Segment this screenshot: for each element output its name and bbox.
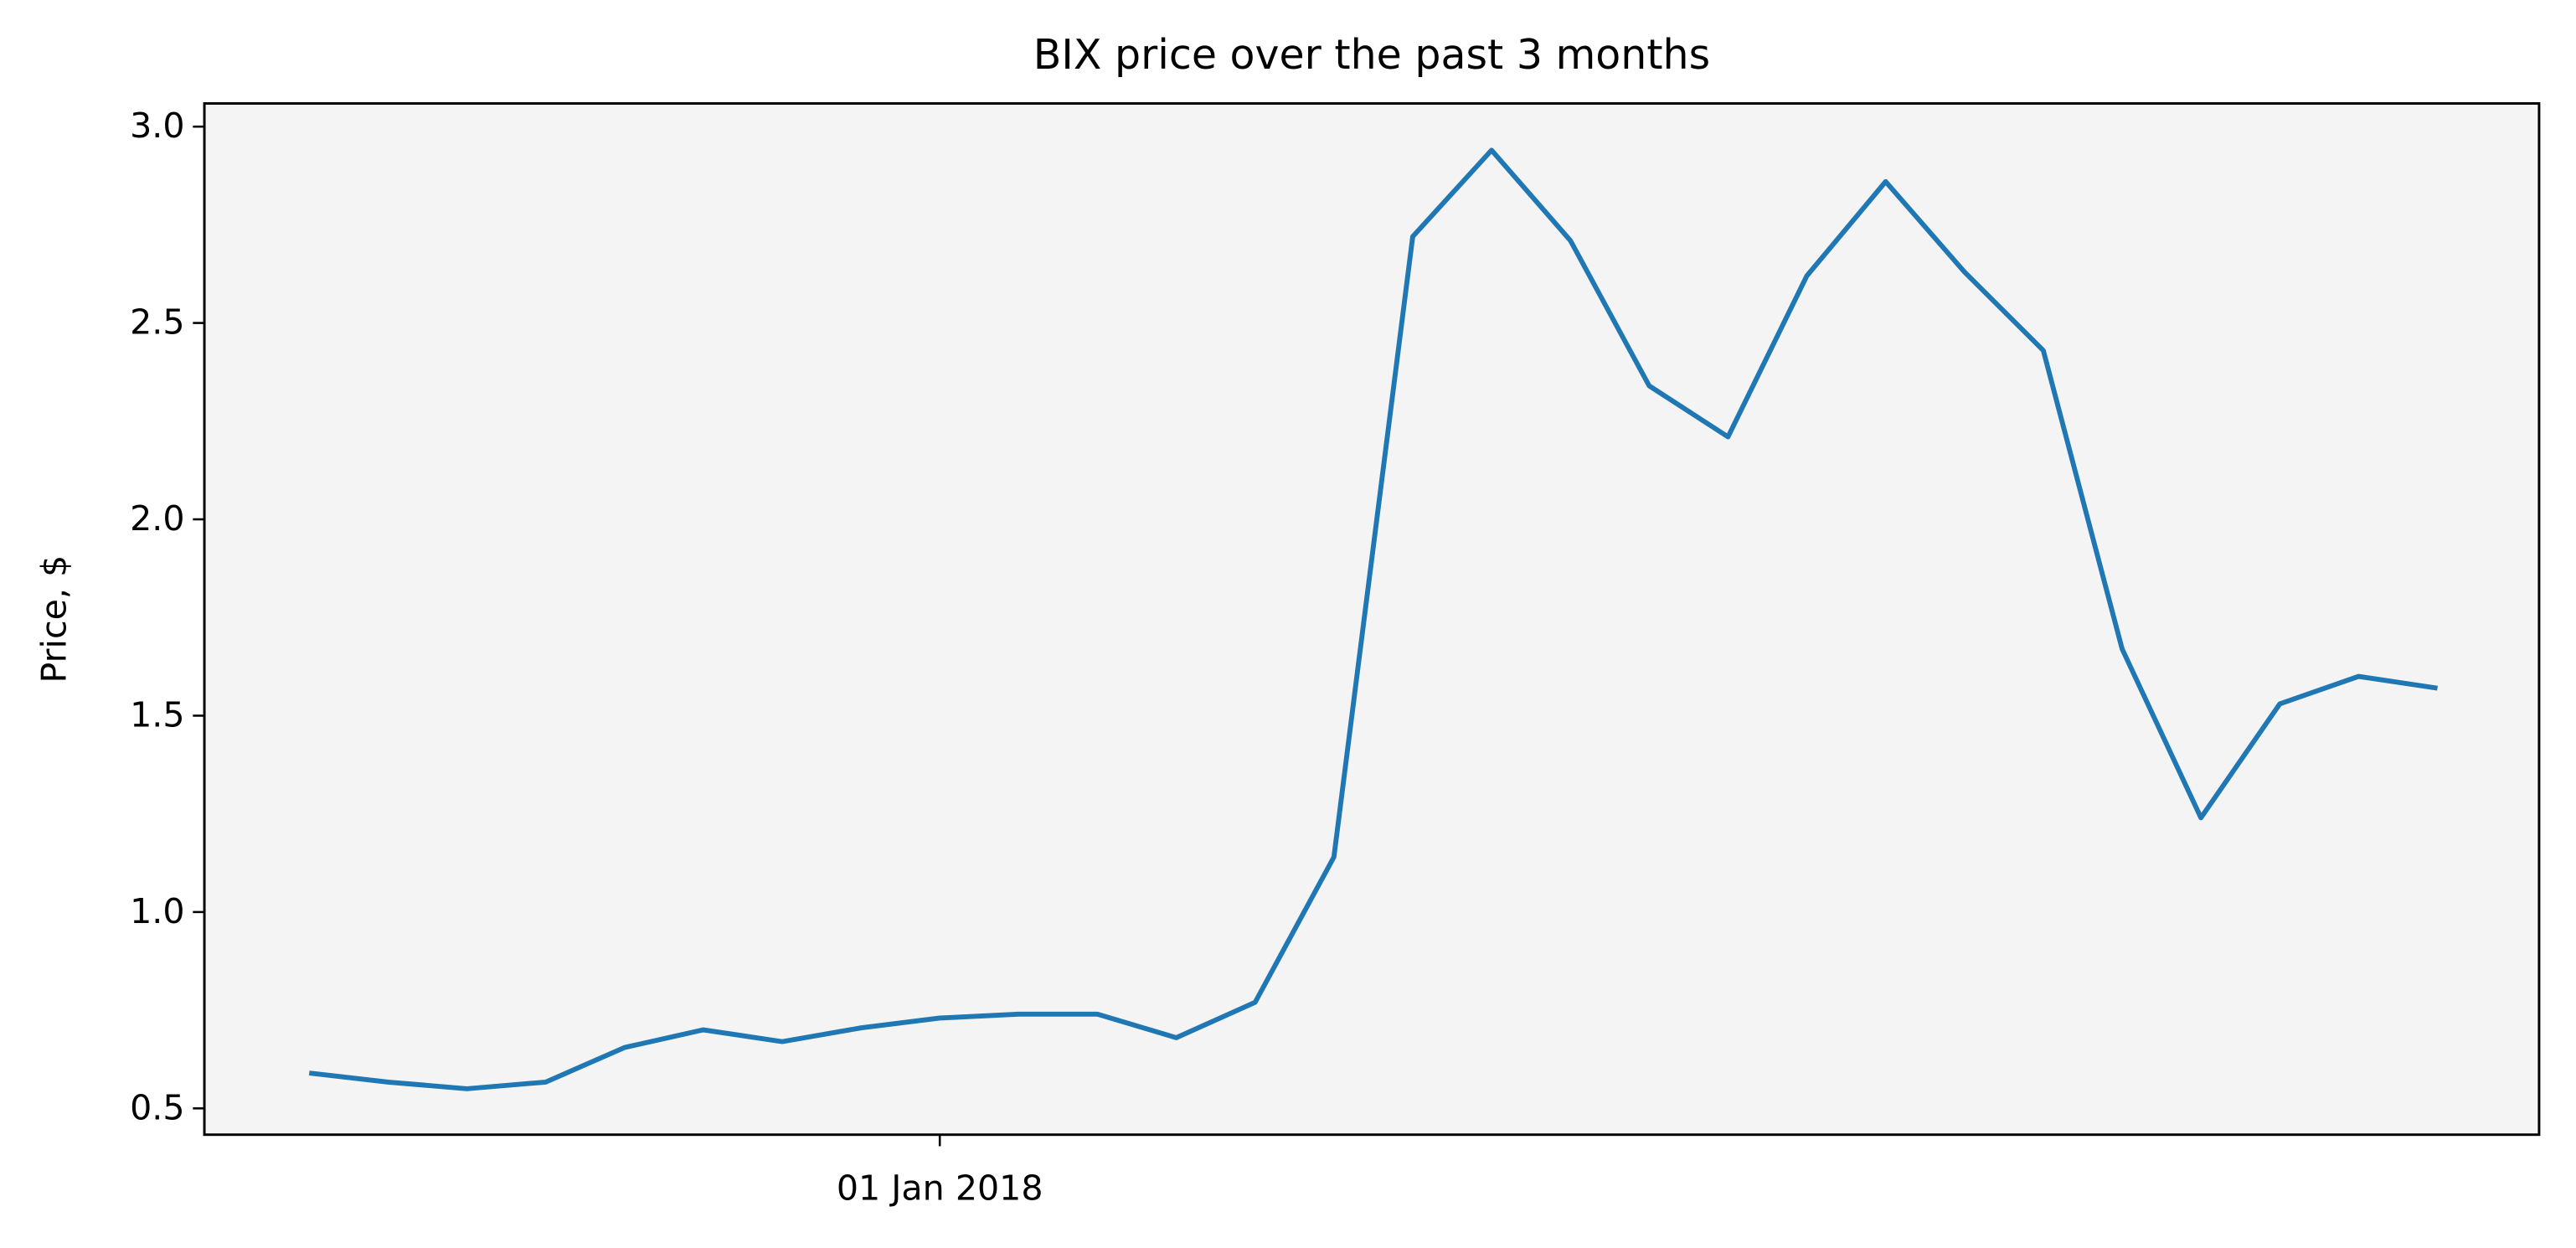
y-tick-label: 1.0	[130, 891, 184, 931]
chart-title: BIX price over the past 3 months	[1033, 31, 1710, 79]
x-tick-label: 01 Jan 2018	[837, 1168, 1043, 1208]
y-tick-label: 0.5	[130, 1087, 184, 1127]
y-tick-label: 3.0	[130, 106, 184, 146]
y-axis-label: Price, $	[34, 555, 75, 683]
y-tick-label: 2.5	[130, 302, 184, 343]
line-series	[308, 147, 2438, 1091]
plot-area	[204, 103, 2539, 1135]
plot-frame	[203, 102, 2541, 1137]
y-tick-label: 2.0	[130, 498, 184, 539]
y-tick-label: 1.5	[130, 694, 184, 735]
